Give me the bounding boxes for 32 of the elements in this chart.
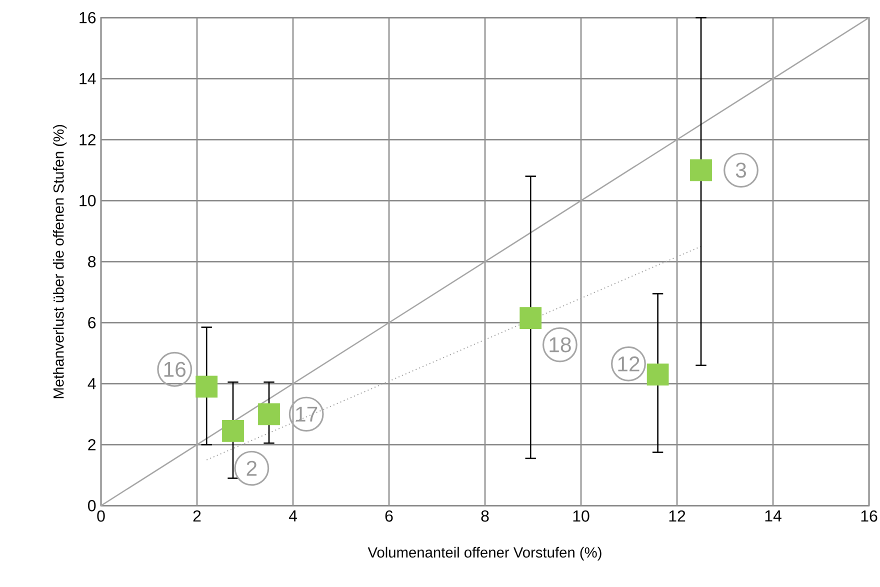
- x-tick-label: 2: [193, 510, 201, 522]
- x-tick-label: 12: [669, 510, 686, 522]
- x-tick-label: 6: [385, 510, 393, 522]
- annotation: 17: [296, 406, 318, 422]
- x-tick-label: 0: [97, 510, 105, 522]
- point: [258, 403, 280, 426]
- y-tick-label: 4: [88, 378, 96, 390]
- point: [222, 420, 244, 442]
- y-tick-label: 8: [88, 256, 96, 268]
- x-tick-label: 4: [288, 510, 297, 522]
- x-tick-label: 8: [481, 510, 489, 522]
- x-axis-title: Volumenanteil offener Vorstufen (%): [368, 547, 602, 561]
- point: [196, 376, 218, 398]
- y-axis-title: Methanverlust über die offenen Stufen (%): [53, 125, 67, 398]
- x-tick-label: 16: [861, 510, 878, 522]
- point: [520, 307, 542, 330]
- x-tick-label: 10: [573, 510, 590, 522]
- y-tick-label: 0: [88, 500, 96, 512]
- annotation: 16: [164, 362, 186, 378]
- annotation: 2: [246, 460, 257, 476]
- point: [690, 159, 712, 182]
- annotation: 18: [550, 337, 571, 352]
- y-tick-label: 16: [80, 12, 96, 24]
- y-tick-label: 12: [80, 134, 96, 146]
- y-tick-label: 6: [88, 317, 96, 328]
- y-tick-label: 10: [80, 195, 96, 206]
- annotation: 3: [736, 162, 746, 178]
- point: [646, 364, 669, 386]
- annotation: 12: [618, 356, 640, 372]
- y-tick-label: 14: [80, 73, 96, 84]
- y-tick-label: 2: [88, 439, 96, 450]
- x-tick-label: 14: [765, 510, 782, 522]
